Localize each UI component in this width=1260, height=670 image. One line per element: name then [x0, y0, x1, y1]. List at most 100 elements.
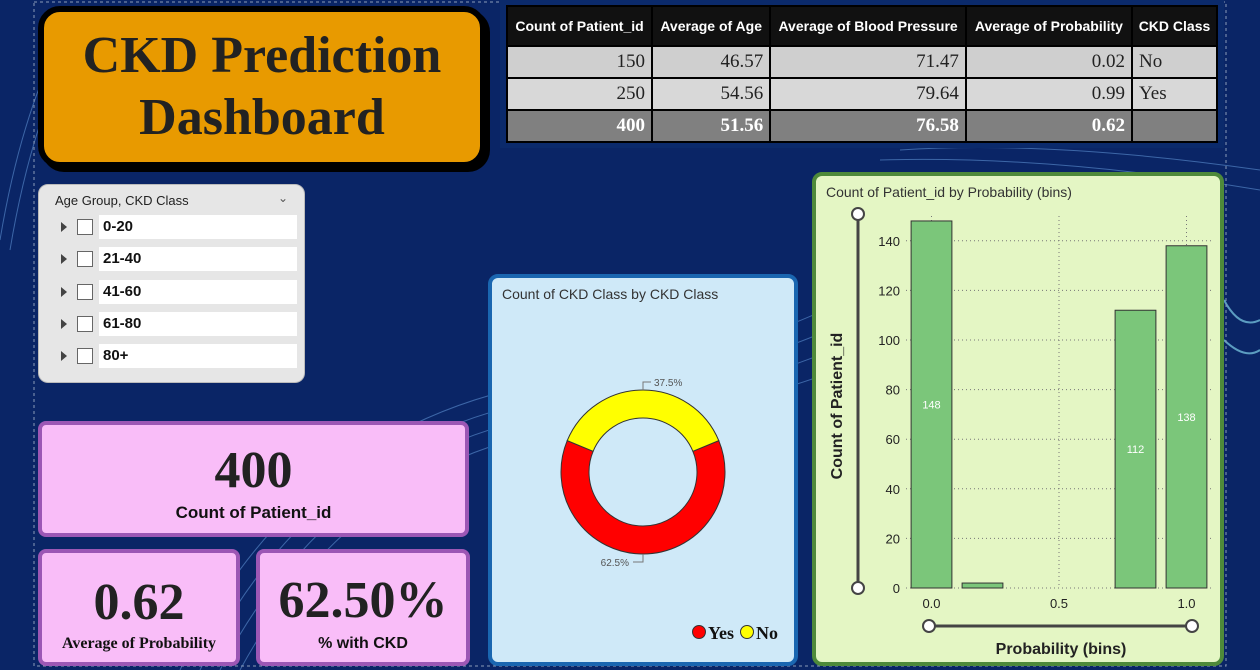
table-cell: 0.02: [964, 45, 1133, 79]
table-cell: [1130, 109, 1219, 143]
bar-data-label: 112: [1127, 444, 1145, 456]
table-cell: 250: [505, 77, 654, 111]
bar[interactable]: [910, 220, 953, 589]
slicer-item-label: 80+: [99, 344, 297, 368]
expand-icon[interactable]: [61, 254, 67, 264]
x-tick-label: 0.5: [1050, 596, 1068, 611]
donut-chart-panel: Count of CKD Class by CKD Class 37.5% 62.…: [488, 274, 798, 666]
bar-data-label: 138: [1177, 412, 1195, 424]
slicer-item[interactable]: 61-80: [61, 312, 297, 336]
svg-text:62.5%: 62.5%: [601, 558, 629, 569]
count-value: 400: [214, 442, 293, 499]
legend-item-no[interactable]: No: [740, 623, 778, 644]
donut-chart-title: Count of CKD Class by CKD Class: [502, 286, 719, 302]
column-header[interactable]: Count of Patient_id: [505, 5, 654, 47]
bar[interactable]: [1114, 309, 1157, 589]
slider-handle[interactable]: [851, 581, 865, 595]
legend-label: Yes: [708, 623, 734, 643]
slicer-item[interactable]: 41-60: [61, 280, 297, 304]
donut-slice-no[interactable]: [566, 389, 720, 452]
slicer-title: Age Group, CKD Class: [55, 193, 189, 208]
table-row[interactable]: 150 46.57 71.47 0.02 No: [505, 45, 1219, 79]
count-label: Count of Patient_id: [175, 503, 332, 522]
table-cell: 150: [505, 45, 654, 79]
x-axis-range-slider[interactable]: [922, 619, 1199, 633]
ckd-percent-card: 62.50% % with CKD: [256, 549, 470, 666]
column-header[interactable]: Average of Blood Pressure: [769, 5, 967, 47]
y-axis-range-slider[interactable]: [851, 207, 865, 595]
bar-data-label: 148: [922, 399, 940, 411]
expand-icon[interactable]: [61, 222, 67, 232]
donut-slice-yes[interactable]: [560, 439, 726, 555]
slicer-item[interactable]: 80+: [61, 344, 297, 368]
summary-table: Count of Patient_id Average of Age Avera…: [505, 5, 1219, 143]
x-tick-label: 0.0: [922, 596, 940, 611]
table-cell: 400: [505, 109, 654, 143]
bar-chart: 0 20 40 60 80 100 120 140 0.0 0.5 1.0 148 112 138 Prob…: [829, 207, 1212, 658]
age-group-slicer: Age Group, CKD Class ⌄ 0-20 21-40 41-60 …: [38, 184, 305, 383]
slicer-item-label: 21-40: [99, 247, 297, 271]
table-cell: 71.47: [769, 45, 967, 79]
y-tick-label: 0: [893, 581, 900, 596]
slicer-item-label: 41-60: [99, 280, 297, 304]
donut-chart: 37.5% 62.5%: [560, 378, 726, 569]
probability-value: 0.62: [93, 574, 185, 631]
table-cell: 0.99: [964, 77, 1133, 111]
bar-chart-panel: Count of Patient_id by Probability (bins…: [812, 172, 1224, 666]
count-card: 400 Count of Patient_id: [38, 421, 469, 537]
bar-chart-title: Count of Patient_id by Probability (bins…: [826, 184, 1072, 200]
slicer-item-label: 61-80: [99, 312, 297, 336]
ckd-percent-label: % with CKD: [318, 635, 408, 652]
y-tick-label: 140: [878, 234, 900, 249]
slider-handle[interactable]: [922, 619, 936, 633]
checkbox[interactable]: [77, 219, 93, 235]
checkbox[interactable]: [77, 251, 93, 267]
legend-item-yes[interactable]: Yes: [692, 623, 734, 644]
legend-label: No: [756, 623, 778, 643]
expand-icon[interactable]: [61, 319, 67, 329]
x-axis-title: Probability (bins): [996, 641, 1127, 658]
x-tick-label: 1.0: [1177, 596, 1195, 611]
dashboard-title-card: CKD Prediction Dashboard: [38, 6, 486, 168]
chevron-down-icon[interactable]: ⌄: [277, 191, 288, 205]
slicer-item[interactable]: 0-20: [61, 215, 297, 239]
table-cell: 46.57: [651, 45, 772, 79]
slicer-item[interactable]: 21-40: [61, 247, 297, 271]
column-header[interactable]: Average of Probability: [964, 5, 1133, 47]
table-cell: 51.56: [651, 109, 772, 143]
data-label-yes: 62.5%: [601, 554, 644, 569]
table-cell: 54.56: [651, 77, 772, 111]
column-header[interactable]: CKD Class: [1130, 5, 1219, 47]
bar[interactable]: [1165, 245, 1208, 589]
table-header-row: Count of Patient_id Average of Age Avera…: [505, 5, 1219, 47]
legend-dot: [692, 625, 706, 639]
column-header[interactable]: Average of Age: [651, 5, 772, 47]
slider-handle[interactable]: [851, 207, 865, 221]
y-axis-title: Count of Patient_id: [829, 333, 846, 480]
y-tick-label: 20: [886, 531, 900, 546]
donut-legend: Yes No: [692, 623, 778, 644]
expand-icon[interactable]: [61, 351, 67, 361]
checkbox[interactable]: [77, 348, 93, 364]
bar[interactable]: [961, 582, 1004, 589]
y-tick-label: 100: [878, 333, 900, 348]
y-tick-label: 40: [886, 482, 900, 497]
data-label-no: 37.5%: [642, 378, 682, 390]
table-total-row: 400 51.56 76.58 0.62: [505, 109, 1219, 143]
table-row[interactable]: 250 54.56 79.64 0.99 Yes: [505, 77, 1219, 111]
probability-card: 0.62 Average of Probability: [38, 549, 240, 666]
expand-icon[interactable]: [61, 287, 67, 297]
checkbox[interactable]: [77, 316, 93, 332]
summary-table-panel: Count of Patient_id Average of Age Avera…: [500, 0, 1224, 148]
y-tick-label: 80: [886, 383, 900, 398]
table-cell: 79.64: [769, 77, 967, 111]
probability-label: Average of Probability: [61, 635, 217, 652]
ckd-percent-value: 62.50%: [278, 572, 448, 629]
table-cell: 76.58: [769, 109, 967, 143]
slicer-item-label: 0-20: [99, 215, 297, 239]
checkbox[interactable]: [77, 284, 93, 300]
slider-handle[interactable]: [1185, 619, 1199, 633]
table-cell: No: [1130, 45, 1219, 79]
y-tick-label: 60: [886, 432, 900, 447]
dashboard-title: CKD Prediction Dashboard: [82, 27, 442, 146]
